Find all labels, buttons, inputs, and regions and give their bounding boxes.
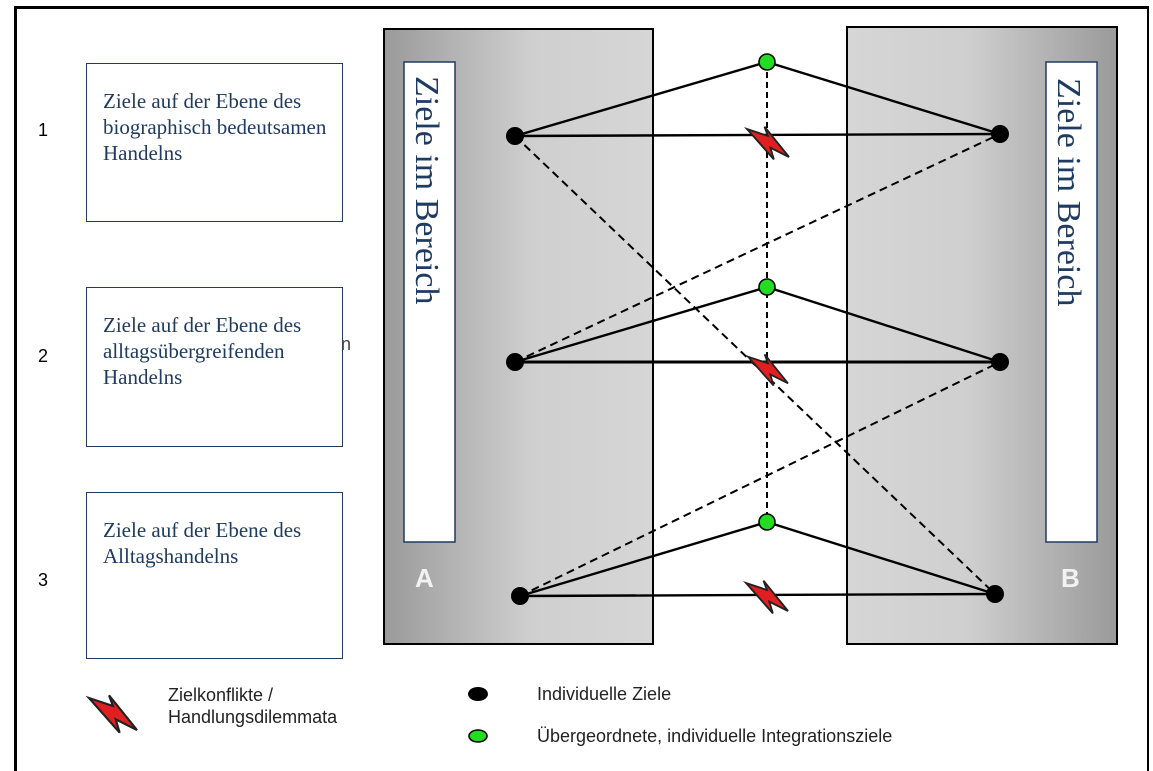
legend-conflict-icon — [87, 694, 139, 734]
area-b-title: Ziele im Bereich — [1050, 78, 1087, 306]
level-1-number: 1 — [38, 120, 49, 140]
level-2-number: 2 — [38, 346, 49, 366]
integration-goal-2 — [758, 278, 776, 296]
area-b-title-box — [1045, 61, 1098, 543]
goal-a3 — [511, 587, 529, 605]
area-b-letter: B — [1061, 563, 1080, 593]
level-3-a-to-low — [519, 520, 768, 598]
level-3-low-to-b — [766, 520, 996, 596]
area-a-title-box — [403, 61, 456, 543]
conflict-icon-level-3 — [744, 579, 790, 615]
level-1-a-to-top — [514, 60, 768, 138]
goal-b3 — [986, 585, 1004, 603]
level-1-box: Ziele auf der Ebene des biographisch bed… — [86, 63, 343, 222]
legend-conflict-label: Zielkonflikte / Handlungsdilemmata — [168, 685, 338, 727]
level-2-mid-to-b — [766, 285, 1001, 364]
goal-b2 — [991, 353, 1009, 371]
integration-goal-1 — [758, 53, 776, 71]
area-a-title: Ziele im Bereich — [408, 76, 445, 304]
legend-integration-label: Übergeordnete, individuelle Integrations… — [537, 726, 893, 746]
diagram-frame — [14, 6, 1149, 771]
goal-a1 — [506, 127, 524, 145]
goal-a2 — [506, 353, 524, 371]
stray-glyph: n — [341, 334, 352, 354]
legend-individual-dot — [468, 687, 488, 701]
legend-individual-label: Individuelle Ziele — [537, 684, 672, 704]
level-2-a-to-mid — [514, 285, 768, 364]
integration-goal-3 — [758, 513, 776, 531]
conflict-icon-level-2 — [746, 353, 790, 387]
level-1-top-to-b — [766, 60, 1001, 136]
level-3-number: 3 — [38, 570, 49, 590]
area-a-letter: A — [415, 563, 434, 593]
level-2-box: Ziele auf der Ebene des alltagsübergreif… — [86, 287, 343, 447]
level-3-box: Ziele auf der Ebene des Alltagshandelns — [86, 492, 343, 659]
cross-a3-b2 — [519, 361, 1001, 597]
goal-b1 — [991, 125, 1009, 143]
legend-integration-dot — [468, 729, 488, 743]
cross-a2-b1 — [514, 133, 1001, 363]
